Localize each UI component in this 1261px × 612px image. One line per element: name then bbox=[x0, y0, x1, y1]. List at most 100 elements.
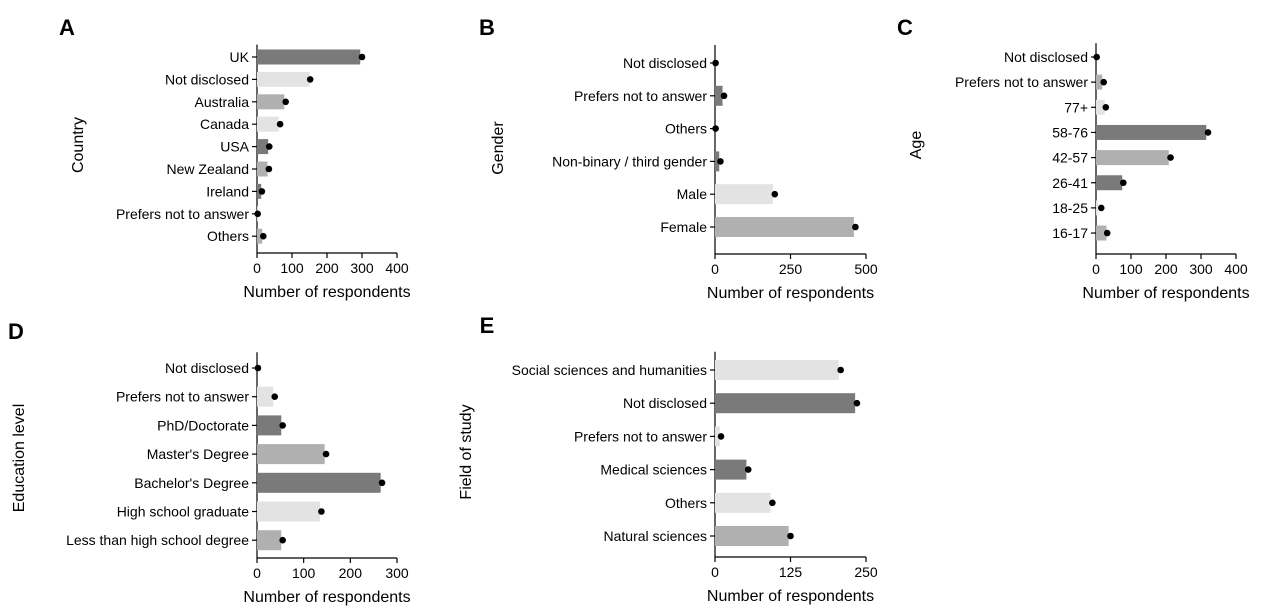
panel-b-x-axis-title: Number of respondents bbox=[707, 285, 874, 302]
panel-b-category-label: Not disclosed bbox=[623, 55, 707, 71]
panel-c-data-point bbox=[1120, 179, 1127, 187]
panel-d-data-point bbox=[279, 422, 286, 429]
panel-d-category-label: Not disclosed bbox=[165, 360, 249, 376]
panel-e-category-label: Others bbox=[665, 495, 707, 511]
panel-e-data-point bbox=[837, 366, 844, 374]
panel-d-letter: D bbox=[8, 319, 24, 344]
panel-c-category-label: Prefers not to answer bbox=[955, 74, 1088, 90]
panel-c-bar bbox=[1096, 200, 1098, 216]
panel-e-data-point bbox=[853, 399, 861, 407]
panel-e-category-label: Natural sciences bbox=[604, 528, 708, 544]
panel-a-category-label: Australia bbox=[195, 94, 250, 110]
panel-d-data-point bbox=[322, 450, 330, 458]
panel-b-bar bbox=[715, 85, 723, 106]
panel-a-category-label: New Zealand bbox=[167, 161, 250, 177]
panel-b-letter: B bbox=[479, 15, 495, 40]
panel-b-data-point bbox=[852, 223, 859, 231]
panel-c-bar bbox=[1096, 124, 1207, 140]
panel-a-category-label: UK bbox=[230, 49, 250, 65]
panel-d-bar bbox=[257, 415, 282, 436]
panel-b-data-point bbox=[712, 59, 719, 67]
panel-e-category-label: Not disclosed bbox=[623, 395, 707, 411]
panel-a-data-point bbox=[282, 98, 290, 106]
panel-e-bar bbox=[715, 393, 856, 414]
panel-b-x-tick-label: 250 bbox=[779, 261, 803, 277]
panel-c-x-tick-label: 100 bbox=[1119, 261, 1143, 277]
panel-e-category-label: Medical sciences bbox=[600, 462, 707, 478]
panel-b-bar bbox=[715, 184, 773, 205]
panel-a-bar bbox=[257, 116, 279, 132]
panel-e-category-label: Prefers not to answer bbox=[574, 428, 707, 444]
panel-c-y-axis-title: Age bbox=[908, 131, 925, 160]
panel-e-x-tick-label: 125 bbox=[779, 564, 803, 580]
panel-c-x-tick-label: 200 bbox=[1154, 261, 1178, 277]
panel-c-category-label: 42-57 bbox=[1052, 150, 1088, 166]
panel-a-x-tick-label: 200 bbox=[315, 260, 339, 276]
panel-e-bar bbox=[715, 426, 720, 447]
panel-a-category-label: Canada bbox=[200, 116, 249, 132]
panel-a-letter: A bbox=[59, 15, 75, 40]
panel-e-category-label: Social sciences and humanities bbox=[512, 362, 707, 378]
panel-a-x-tick-label: 100 bbox=[280, 260, 304, 276]
panel-b-x-tick-label: 500 bbox=[854, 261, 878, 277]
panel-d-category-label: Less than high school degree bbox=[66, 532, 249, 548]
panel-c-category-label: 26-41 bbox=[1052, 175, 1088, 191]
panel-a-category-label: Prefers not to answer bbox=[116, 206, 249, 222]
panel-b-data-point bbox=[712, 125, 719, 132]
panel-c-x-tick-label: 0 bbox=[1092, 261, 1100, 277]
panel-c-bar bbox=[1096, 150, 1169, 166]
panel-e-bar bbox=[715, 526, 789, 546]
panel-a-category-label: USA bbox=[220, 139, 249, 155]
panel-a-category-label: Not disclosed bbox=[165, 71, 249, 87]
panel-c-data-point bbox=[1097, 204, 1105, 212]
panel-b-data-point bbox=[771, 190, 779, 198]
panel-b: B 0 250 500 Number of respondents Gender Not d… bbox=[479, 15, 878, 302]
panel-e-bar bbox=[715, 492, 771, 513]
panel-e-bar bbox=[715, 459, 747, 480]
panel-d-x-tick-label: 300 bbox=[385, 565, 409, 581]
panel-d-data-point bbox=[318, 508, 325, 515]
panel-c-bar bbox=[1096, 225, 1107, 241]
panel-b-x-tick-label: 0 bbox=[711, 261, 719, 277]
panel-a-data-point bbox=[254, 210, 261, 218]
panel-e-letter: E bbox=[480, 313, 495, 338]
panel-c-data-point bbox=[1204, 129, 1212, 136]
panel-b-y-axis-title: Gender bbox=[490, 121, 507, 175]
panel-a-data-point bbox=[276, 120, 284, 128]
panel-d-y-axis-title: Education level bbox=[11, 404, 28, 513]
panel-a-bar bbox=[257, 49, 361, 65]
panel-d-x-tick-label: 100 bbox=[292, 565, 316, 581]
panel-b-data-point bbox=[717, 158, 724, 165]
panel-c-data-point bbox=[1093, 53, 1100, 61]
panel-a: A 0 100 200 300 400 Number of respondents Count… bbox=[59, 15, 411, 301]
panel-b-bar bbox=[715, 151, 720, 172]
panel-c-category-label: 58-76 bbox=[1052, 124, 1088, 140]
panel-e-data-point bbox=[769, 499, 776, 507]
panel-b-category-label: Non-binary / third gender bbox=[552, 153, 707, 169]
panel-a-data-point bbox=[306, 76, 314, 83]
panel-b-category-label: Male bbox=[677, 186, 708, 202]
panel-a-data-point bbox=[358, 53, 366, 61]
panel-e-x-tick-label: 250 bbox=[854, 564, 878, 580]
panel-a-bar bbox=[257, 94, 285, 110]
panel-d-bar bbox=[257, 501, 320, 522]
panel-d-category-label: Bachelor's Degree bbox=[134, 475, 249, 491]
panel-a-category-label: Others bbox=[207, 228, 249, 244]
panel-d-data-point bbox=[279, 536, 286, 544]
panel-a-data-point bbox=[258, 188, 266, 195]
panel-a-category-label: Ireland bbox=[206, 183, 249, 199]
panel-a-data-point bbox=[265, 143, 273, 150]
panel-d-data-point bbox=[378, 479, 386, 487]
panel-c-category-label: 18-25 bbox=[1052, 200, 1088, 216]
panel-a-x-tick-label: 400 bbox=[385, 260, 409, 276]
panel-d-category-label: High school graduate bbox=[117, 504, 250, 520]
panel-a-x-tick-label: 0 bbox=[253, 260, 261, 276]
panel-a-x-axis-title: Number of respondents bbox=[243, 284, 410, 301]
panel-d-data-point bbox=[254, 364, 262, 372]
panel-e-x-axis-title: Number of respondents bbox=[707, 588, 874, 605]
panel-d-x-tick-label: 0 bbox=[253, 565, 261, 581]
panel-c-category-label: 77+ bbox=[1064, 99, 1088, 115]
panel-c-data-point bbox=[1167, 154, 1174, 161]
panel-e-data-point bbox=[787, 532, 794, 540]
